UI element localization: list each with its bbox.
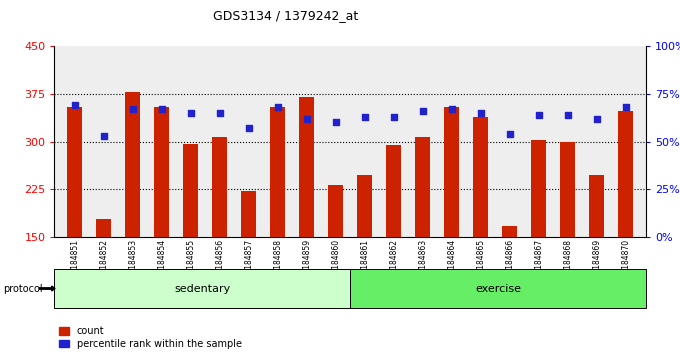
Bar	[184, 144, 198, 237]
Point	[475, 110, 486, 116]
Point	[243, 125, 254, 131]
Bar	[532, 140, 546, 237]
Point	[156, 106, 167, 112]
Point	[562, 112, 573, 118]
Bar	[415, 137, 430, 237]
Point	[214, 110, 225, 116]
Point	[446, 106, 457, 112]
Point	[418, 108, 428, 114]
Point	[185, 110, 196, 116]
Bar	[97, 219, 111, 237]
Text: protocol: protocol	[3, 284, 43, 293]
Point	[359, 114, 370, 120]
Point	[330, 120, 341, 125]
Bar	[154, 107, 169, 237]
Text: exercise: exercise	[475, 284, 521, 293]
Point	[388, 114, 399, 120]
Point	[301, 116, 312, 121]
Text: GDS3134 / 1379242_at: GDS3134 / 1379242_at	[213, 9, 358, 22]
Bar	[125, 92, 140, 237]
Point	[272, 104, 283, 110]
Bar	[328, 185, 343, 237]
Point	[592, 116, 602, 121]
Point	[505, 131, 515, 137]
Point	[620, 104, 631, 110]
Bar	[241, 191, 256, 237]
Bar	[386, 145, 401, 237]
Bar	[473, 118, 488, 237]
Bar	[445, 107, 459, 237]
Bar	[271, 107, 285, 237]
Bar	[590, 175, 604, 237]
Bar	[67, 107, 82, 237]
Point	[98, 133, 109, 139]
Text: sedentary: sedentary	[174, 284, 231, 293]
Bar	[299, 97, 314, 237]
Legend: count, percentile rank within the sample: count, percentile rank within the sample	[59, 326, 242, 349]
Point	[69, 102, 80, 108]
Point	[533, 112, 544, 118]
Bar	[618, 111, 633, 237]
Point	[127, 106, 138, 112]
Bar	[212, 137, 227, 237]
Bar	[358, 175, 372, 237]
Bar	[560, 142, 575, 237]
Bar	[503, 226, 517, 237]
